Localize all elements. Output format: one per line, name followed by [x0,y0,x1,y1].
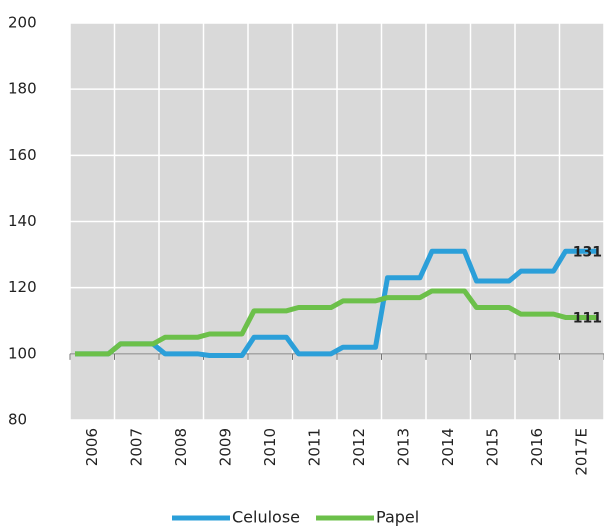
y-tick-label: 180 [8,80,37,98]
y-tick-label: 80 [8,411,27,429]
y-tick-label: 200 [8,14,37,32]
x-tick-label: 2007 [127,428,145,466]
legend-label: Papel [376,508,419,527]
x-tick-label: 2010 [261,428,279,466]
x-tick-label: 2012 [350,428,368,466]
x-tick-label: 2016 [528,428,546,466]
x-tick-label: 2013 [394,428,412,466]
y-tick-label: 120 [8,278,37,296]
x-tick-label: 2006 [83,428,101,466]
x-tick-label: 2014 [439,428,457,466]
legend-label: Celulose [232,508,300,527]
line [75,288,598,357]
x-tick-label: 2015 [483,428,501,466]
series: 131 [75,244,602,358]
y-tick-label: 140 [8,212,37,230]
end-label: 111 [573,310,602,326]
series: 111 [75,288,602,357]
line [75,248,598,358]
y-tick-label: 100 [8,344,37,362]
x-tick-label: 2011 [305,428,323,466]
x-tick-label: 2008 [172,428,190,466]
x-tick-label: 2017E [572,428,590,476]
end-label: 131 [573,244,602,260]
x-tick-label: 2009 [216,428,234,466]
y-tick-label: 160 [8,146,37,164]
